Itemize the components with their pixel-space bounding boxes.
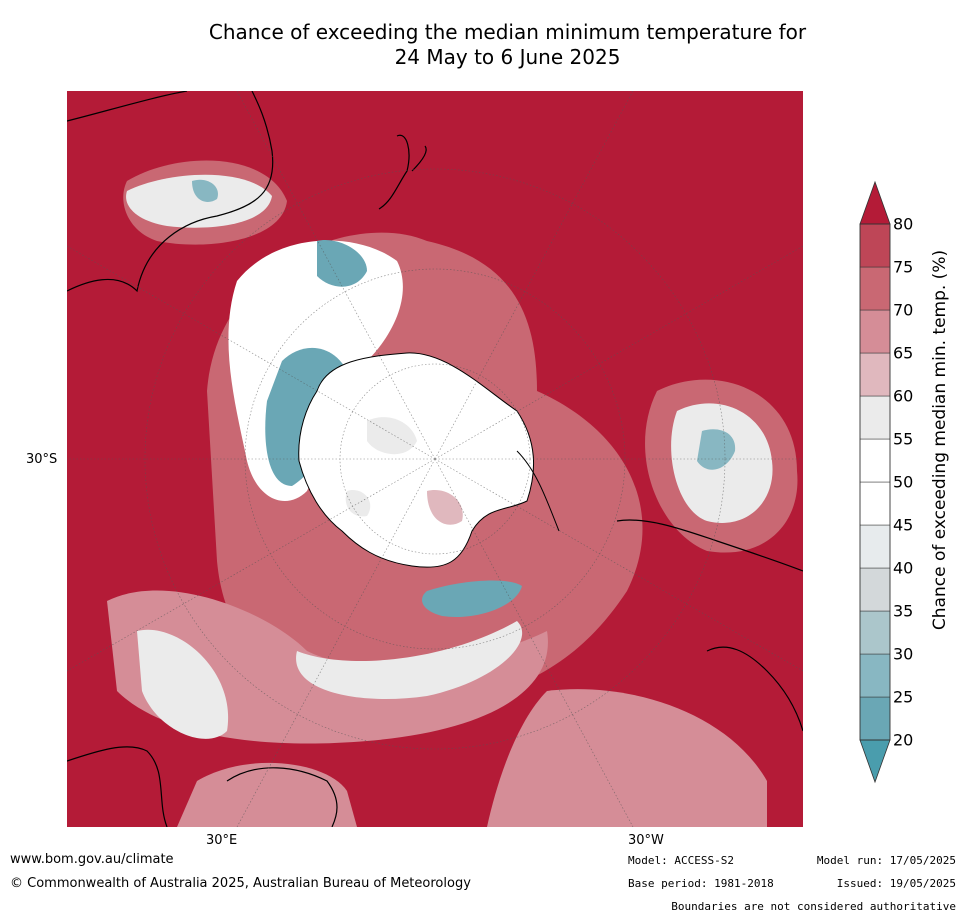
map-area: [67, 91, 803, 827]
colorbar-tick-label: 70: [893, 300, 914, 320]
colorbar-tick-label: 35: [893, 601, 914, 621]
colorbar-tick-label: 40: [893, 558, 914, 578]
colorbar-band: [859, 395, 891, 440]
footer-issued: Issued: 19/05/2025: [836, 877, 956, 890]
lat-label-30s: 30°S: [26, 452, 58, 467]
colorbar-band: [859, 524, 891, 569]
colorbar-tick-label: 50: [893, 472, 914, 492]
map-title: Chance of exceeding the median minimum t…: [120, 20, 895, 70]
colorbar-band: [859, 481, 891, 526]
colorbar-band: [859, 438, 891, 483]
colorbar-tick-label: 80: [893, 214, 914, 234]
footer-model: Model: ACCESS-S2: [628, 854, 734, 867]
colorbar-tick-label: 20: [893, 730, 914, 750]
colorbar-tick-label: 75: [893, 257, 914, 277]
colorbar-tick-label: 45: [893, 515, 914, 535]
colorbar-tick-label: 30: [893, 644, 914, 664]
coastlines: [67, 91, 803, 827]
lon-label-30w: 30°W: [628, 833, 664, 848]
colorbar-band: [859, 696, 891, 741]
map-title-line2: 24 May to 6 June 2025: [394, 45, 621, 69]
graticule: [67, 91, 803, 827]
colorbar-band: [859, 266, 891, 311]
probability-map: [67, 91, 803, 827]
colorbar-band: [859, 352, 891, 397]
footer-copyright: © Commonwealth of Australia 2025, Austra…: [10, 876, 471, 891]
footer-disclaimer: Boundaries are not considered authoritat…: [671, 900, 956, 913]
colorbar-band: [859, 223, 891, 268]
footer-model-run: Model run: 17/05/2025: [816, 854, 956, 867]
footer-website[interactable]: www.bom.gov.au/climate: [10, 852, 174, 867]
map-title-line1: Chance of exceeding the median minimum t…: [208, 20, 807, 44]
colorbar-bottom-extension: [859, 739, 891, 784]
antarctica: [298, 352, 560, 568]
colorbar-band: [859, 309, 891, 354]
colorbar-tick-label: 60: [893, 386, 914, 406]
colorbar-bands: [859, 223, 891, 741]
colorbar-band: [859, 610, 891, 655]
colorbar-band: [859, 567, 891, 612]
colorbar-tick-label: 65: [893, 343, 914, 363]
colorbar-tick-label: 25: [893, 687, 914, 707]
footer-base-period: Base period: 1981-2018: [628, 877, 774, 890]
colorbar-top-extension: [859, 180, 891, 225]
colorbar-band: [859, 653, 891, 698]
colorbar-tick-label: 55: [893, 429, 914, 449]
lon-label-30e: 30°E: [206, 833, 238, 848]
colorbar-label: Chance of exceeding median min. temp. (%…: [930, 249, 950, 631]
colorbar: [859, 180, 891, 784]
